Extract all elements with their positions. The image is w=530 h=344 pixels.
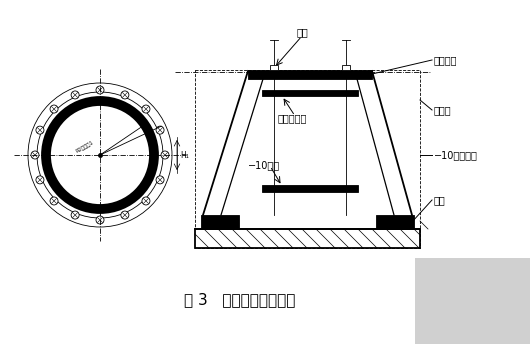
Circle shape: [142, 197, 150, 205]
Circle shape: [50, 197, 58, 205]
Circle shape: [28, 83, 172, 227]
Bar: [270, 65, 278, 70]
Circle shape: [156, 176, 164, 184]
Text: −10固定: −10固定: [248, 160, 280, 170]
Text: 锄栓: 锄栓: [296, 27, 308, 37]
Bar: [415, 258, 530, 344]
Circle shape: [50, 105, 58, 113]
Bar: [376, 215, 414, 229]
Text: 图 3   钔管柱脚底板固定: 图 3 钔管柱脚底板固定: [184, 292, 296, 308]
Text: H₁: H₁: [180, 151, 189, 160]
Circle shape: [36, 176, 44, 184]
Text: 柱脚底板: 柱脚底板: [434, 55, 457, 65]
Bar: [201, 215, 239, 229]
Bar: [195, 70, 420, 248]
Bar: [262, 185, 358, 192]
Circle shape: [142, 105, 150, 113]
Text: −10固定支撑: −10固定支撑: [434, 150, 478, 160]
Bar: [248, 70, 372, 79]
Text: 锄栓定位板: 锄栓定位板: [278, 113, 307, 123]
Circle shape: [156, 126, 164, 134]
Bar: [342, 65, 350, 70]
Circle shape: [50, 105, 150, 205]
Circle shape: [161, 151, 169, 159]
Circle shape: [96, 86, 104, 94]
Circle shape: [71, 91, 79, 99]
Circle shape: [42, 97, 158, 213]
Text: 桶头: 桶头: [434, 195, 446, 205]
Bar: [262, 90, 358, 96]
Text: R2钔管柱1: R2钔管柱1: [75, 140, 95, 154]
Circle shape: [121, 211, 129, 219]
Circle shape: [121, 91, 129, 99]
Circle shape: [71, 211, 79, 219]
Circle shape: [96, 216, 104, 224]
Text: 桶承台: 桶承台: [434, 105, 452, 115]
Circle shape: [36, 126, 44, 134]
Circle shape: [31, 151, 39, 159]
Bar: [195, 229, 420, 248]
